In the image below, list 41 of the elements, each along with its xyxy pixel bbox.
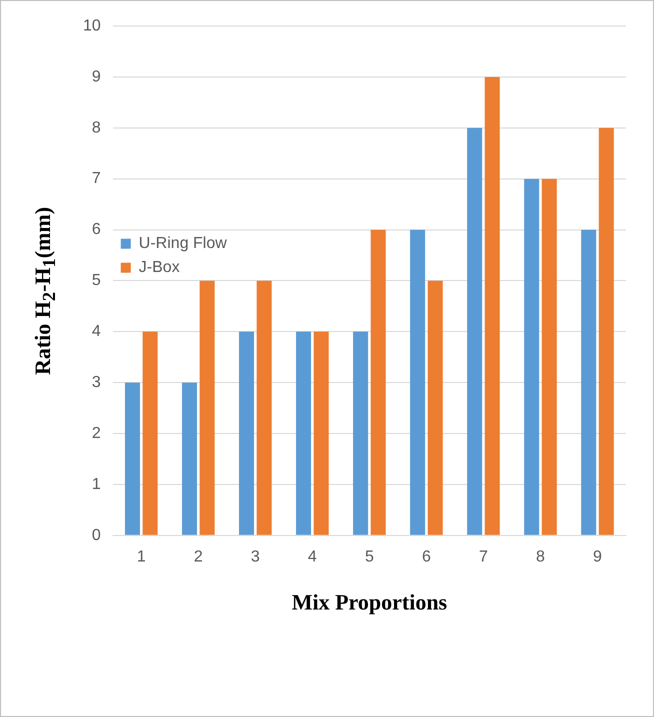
bar: [598, 128, 614, 535]
bar: [314, 332, 329, 535]
legend-label: J-Box: [138, 259, 180, 276]
x-tick-label: 5: [364, 548, 374, 566]
y-tick-label: 8: [92, 119, 101, 136]
bar: [182, 382, 198, 535]
bar: [353, 332, 368, 535]
y-tick-label: 9: [92, 68, 101, 86]
bar: [296, 332, 312, 535]
x-axis-title: Mix Proportions: [292, 589, 448, 614]
y-tick-label: 4: [92, 323, 101, 340]
bar: [428, 280, 443, 535]
bar: [542, 178, 557, 535]
x-tick-label: 1: [136, 548, 146, 566]
x-tick-label: 4: [308, 548, 317, 566]
x-tick-label: 7: [478, 548, 488, 566]
bar: [142, 332, 158, 535]
y-tick-label: 1: [92, 476, 101, 493]
legend-label: U-Ring Flow: [138, 235, 228, 252]
bar: [484, 76, 500, 535]
y-tick-label: 3: [92, 374, 101, 391]
bar: [370, 230, 386, 535]
bar: [524, 178, 540, 535]
bar: [410, 230, 426, 535]
x-tick-label: 9: [593, 548, 602, 566]
bar: [256, 280, 272, 535]
x-tick-label: 8: [536, 548, 546, 566]
bar: [124, 382, 140, 535]
y-tick-label: 2: [92, 424, 101, 442]
y-tick-label: 5: [92, 272, 101, 290]
y-tick-label: 10: [83, 17, 101, 34]
y-tick-label: 7: [92, 170, 101, 188]
y-tick-label: 6: [92, 221, 101, 238]
bar: [200, 280, 215, 535]
bar: [581, 230, 596, 535]
y-tick-label: 0: [92, 526, 101, 544]
bar: [239, 332, 254, 535]
bar: [467, 128, 482, 535]
x-tick-label: 6: [422, 548, 431, 566]
x-tick-label: 2: [194, 548, 203, 566]
x-tick-label: 3: [250, 548, 260, 566]
